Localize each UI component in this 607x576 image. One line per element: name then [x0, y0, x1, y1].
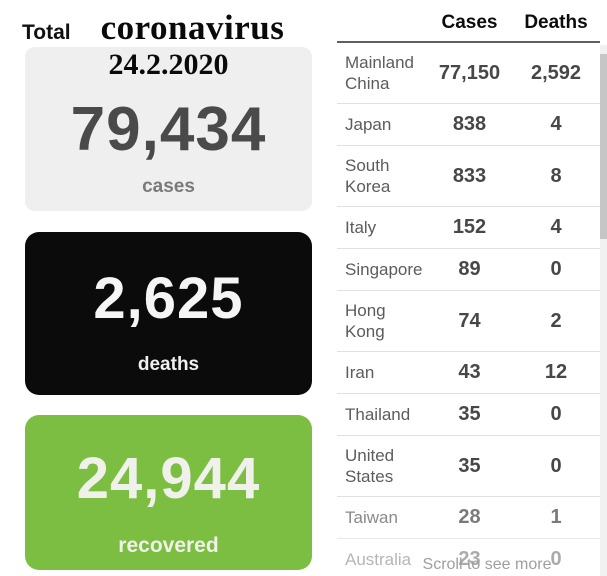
country-deaths-value: 2,592 [530, 61, 582, 84]
country-deaths-value: 0 [550, 258, 562, 280]
table-row: South Korea 833 8 [337, 146, 600, 207]
country-name: Italy [345, 218, 377, 237]
country-cases-value: 43 [458, 361, 481, 383]
table-row: Italy 152 4 [337, 207, 600, 249]
recovered-label: recovered [118, 534, 219, 557]
country-deaths-value: 0 [550, 454, 562, 477]
cases-summary-card: 24.2.2020 79,434 cases [25, 47, 312, 211]
country-cases-value: 89 [458, 258, 481, 280]
total-label: Total [22, 21, 71, 44]
panel-header: Total coronavirus [20, 0, 312, 47]
country-cases-value: 152 [452, 216, 487, 238]
table-row: United States 35 0 [337, 436, 600, 497]
country-name: Singapore [345, 260, 423, 279]
page-title: coronavirus [100, 8, 285, 47]
country-table-header: Cases Deaths [337, 0, 600, 43]
country-cases-value: 35 [458, 454, 481, 477]
country-name: Japan [345, 115, 392, 134]
country-deaths-value: 8 [550, 164, 562, 187]
table-row: Mainland China 77,150 2,592 [337, 43, 600, 104]
table-scrollbar-thumb[interactable] [600, 54, 607, 239]
country-deaths-value: 12 [544, 361, 568, 383]
country-cases-value: 74 [458, 309, 481, 332]
country-cases-value: 77,150 [438, 61, 501, 84]
deaths-label: deaths [137, 354, 200, 375]
country-name: United States [345, 446, 395, 486]
table-row: Taiwan 28 1 [337, 497, 600, 539]
totals-panel: Total coronavirus 24.2.2020 79,434 cases… [20, 0, 312, 570]
country-cases-value: 838 [452, 113, 487, 135]
country-name: South Korea [345, 156, 391, 196]
table-row: Hong Kong 74 2 [337, 291, 600, 352]
country-cases-value: 35 [458, 403, 481, 425]
country-table-body[interactable]: Mainland China 77,150 2,592 Japan 838 4 … [337, 43, 600, 574]
country-name: Mainland China [345, 53, 414, 93]
total-recovered-value: 24,944 [76, 446, 261, 511]
country-deaths-value: 1 [550, 506, 562, 528]
country-name: Australia [345, 550, 412, 569]
country-cases-value: 833 [452, 164, 487, 187]
cases-column-header: Cases [441, 12, 498, 33]
table-row: Singapore 89 0 [337, 249, 600, 291]
country-table-panel: Cases Deaths Mainland China 77,150 2,592… [337, 0, 607, 576]
scroll-hint-text: Scroll to see more [422, 556, 552, 573]
country-cases-value: 23 [458, 548, 481, 570]
deaths-summary-card: 2,625 deaths [25, 232, 312, 395]
country-name: Thailand [345, 405, 411, 424]
country-deaths-value: 4 [550, 216, 562, 238]
cases-label: cases [142, 176, 195, 197]
table-row: Japan 838 4 [337, 104, 600, 146]
table-row: Iran 43 12 [337, 352, 600, 394]
country-deaths-value: 4 [550, 113, 562, 135]
table-row: Thailand 35 0 [337, 394, 600, 436]
country-name: Taiwan [345, 508, 398, 527]
country-cases-value: 28 [458, 506, 481, 528]
country-deaths-value: 0 [550, 548, 562, 570]
country-deaths-value: 0 [550, 403, 562, 425]
total-deaths-value: 2,625 [93, 265, 244, 331]
country-name: Iran [345, 363, 375, 382]
total-cases-value: 79,434 [70, 94, 267, 164]
table-row: Australia 23 0 [337, 539, 600, 574]
table-scrollbar-track[interactable] [600, 45, 607, 576]
country-name: Hong Kong [345, 301, 386, 341]
recovered-summary-card: 24,944 recovered [25, 415, 312, 570]
report-date: 24.2.2020 [108, 48, 229, 81]
deaths-column-header: Deaths [524, 12, 588, 33]
country-deaths-value: 2 [550, 309, 562, 332]
